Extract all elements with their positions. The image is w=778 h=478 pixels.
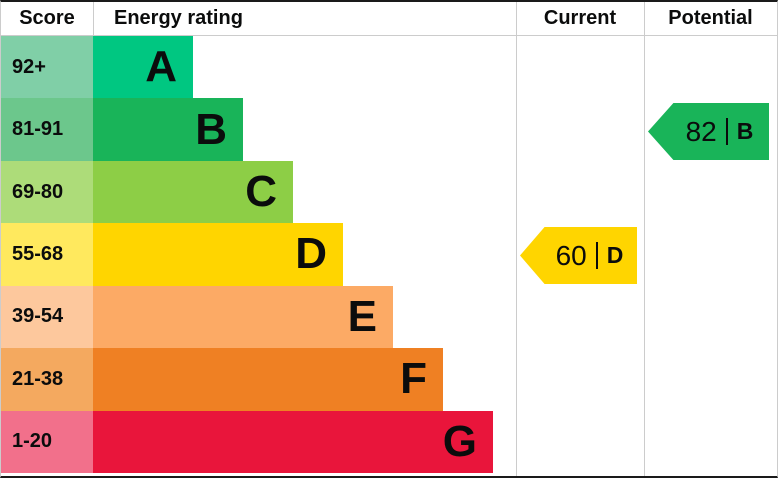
band-bar-c: C	[93, 160, 293, 224]
header-score: Score	[19, 7, 75, 29]
band-letter-f: F	[400, 354, 427, 404]
score-range-d: 55-68	[1, 223, 93, 286]
arrow-separator	[595, 242, 598, 269]
band-letter-e: E	[347, 291, 377, 341]
potential-score-value: 82	[685, 115, 717, 147]
arrow-separator	[725, 118, 728, 145]
band-letter-a: A	[145, 42, 177, 92]
score-range-g: 1-20	[1, 410, 93, 473]
band-bar-a: A	[93, 36, 193, 99]
band-letter-g: G	[442, 416, 477, 466]
band-bar-e: E	[93, 285, 393, 349]
current-band-letter: D	[606, 242, 624, 268]
band-row-a: 92+ A	[1, 36, 777, 99]
band-row-c: 69-80 C	[1, 160, 777, 224]
band-bar-d: D	[93, 223, 343, 286]
score-range-b: 81-91	[1, 98, 93, 161]
band-letter-d: D	[295, 229, 327, 279]
current-rating-left-arrow-icon: 60 D	[520, 227, 637, 284]
header-energy-rating: Energy rating	[93, 2, 516, 35]
score-range-f: 21-38	[1, 348, 93, 411]
band-row-d: 55-68 D	[1, 223, 777, 286]
band-row-f: 21-38 F	[1, 348, 777, 411]
header-current: Current	[543, 7, 617, 29]
band-letter-b: B	[195, 104, 227, 154]
band-bar-f: F	[93, 348, 443, 411]
band-rows: 92+ A 81-91 B 69-80 C 55-68 D 39-54	[1, 36, 777, 473]
band-bar-b: B	[93, 98, 243, 161]
score-range-c: 69-80	[1, 160, 93, 224]
header-potential: Potential	[668, 7, 753, 29]
band-bar-g: G	[93, 410, 493, 473]
current-score-value: 60	[555, 239, 587, 271]
band-row-b: 81-91 B	[1, 98, 777, 161]
band-letter-c: C	[245, 167, 277, 217]
band-row-e: 39-54 E	[1, 285, 777, 349]
current-column-divider	[516, 2, 517, 476]
potential-rating-left-arrow-icon: 82 B	[648, 103, 769, 160]
potential-column-divider	[644, 2, 645, 476]
potential-band-letter: B	[736, 118, 754, 144]
chart-header-row: Score Energy rating Current Potential	[1, 2, 777, 36]
band-row-g: 1-20 G	[1, 410, 777, 473]
score-range-e: 39-54	[1, 285, 93, 349]
score-range-a: 92+	[1, 36, 93, 99]
